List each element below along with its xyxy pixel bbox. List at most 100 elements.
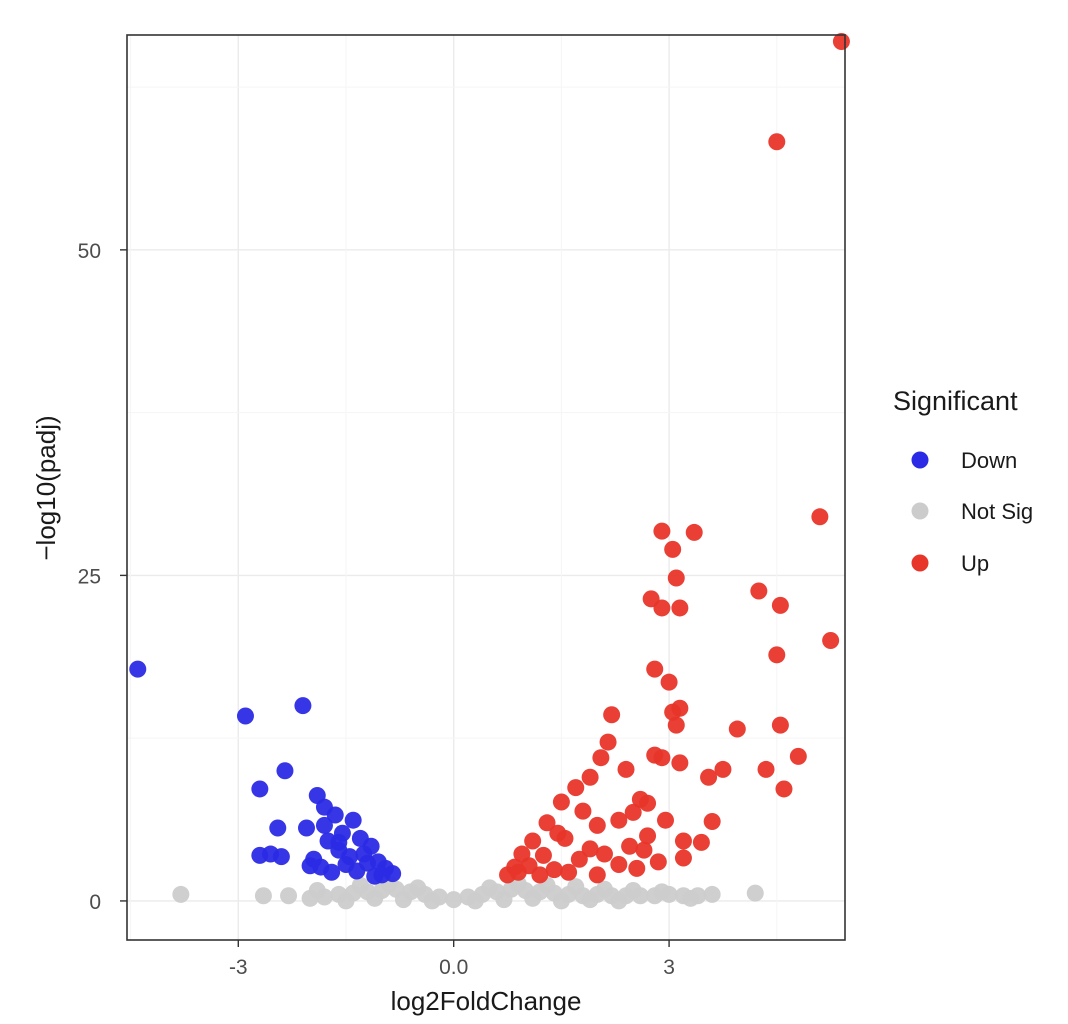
legend: Significant Down Not Sig Up	[893, 386, 1033, 576]
point-up	[567, 779, 585, 797]
point-not-sig	[595, 880, 613, 898]
point-down	[269, 819, 287, 837]
point-not-sig	[172, 885, 190, 903]
point-not-sig	[653, 883, 671, 901]
point-up	[581, 840, 599, 858]
point-not-sig	[746, 884, 764, 902]
point-up	[685, 523, 703, 541]
point-up	[674, 849, 692, 867]
point-up	[703, 813, 721, 831]
point-up	[750, 582, 768, 600]
legend-key-up	[911, 554, 929, 572]
point-up	[667, 716, 685, 734]
plot-border	[126, 34, 846, 941]
point-up	[538, 814, 556, 832]
point-up	[671, 699, 689, 717]
point-not-sig	[682, 889, 700, 907]
point-up	[588, 866, 606, 884]
point-up	[692, 833, 710, 851]
legend-title: Significant	[893, 386, 1018, 416]
point-up	[595, 845, 613, 863]
point-not-sig	[624, 882, 642, 900]
point-up	[646, 660, 664, 678]
point-up	[592, 749, 610, 767]
point-down	[323, 863, 341, 881]
y-tick-label: 50	[78, 240, 101, 263]
point-not-sig	[581, 891, 599, 909]
legend-items: Down Not Sig Up	[911, 448, 1033, 576]
point-not-sig	[280, 887, 298, 905]
point-up	[757, 760, 775, 778]
point-down	[315, 816, 333, 834]
point-up	[631, 790, 649, 808]
grid-lines	[127, 35, 845, 940]
point-down	[330, 833, 348, 851]
x-tick-label: 3	[663, 956, 675, 979]
point-up	[552, 793, 570, 811]
point-not-sig	[423, 892, 441, 910]
point-up	[531, 866, 549, 884]
point-not-sig	[445, 891, 463, 909]
y-tick-label: 0	[89, 891, 101, 914]
point-up	[603, 706, 621, 724]
axes: -3 0.0 3 0 25 50	[78, 240, 675, 979]
point-up	[789, 747, 807, 765]
point-up	[617, 760, 635, 778]
legend-label-not-sig: Not Sig	[961, 499, 1033, 524]
point-up	[667, 569, 685, 587]
point-up	[771, 596, 789, 614]
point-up	[545, 861, 563, 879]
point-down	[326, 806, 344, 824]
legend-label-up: Up	[961, 551, 989, 576]
point-up	[768, 646, 786, 664]
point-up	[560, 863, 578, 881]
point-up	[653, 522, 671, 540]
point-down	[294, 697, 312, 715]
point-up	[581, 768, 599, 786]
x-tick-label: -3	[229, 956, 248, 979]
point-up	[628, 859, 646, 877]
x-axis-title: log2FoldChange	[391, 986, 582, 1016]
point-up	[822, 632, 840, 650]
point-not-sig	[366, 889, 384, 907]
point-up	[524, 832, 542, 850]
point-up	[588, 816, 606, 834]
point-not-sig	[567, 878, 585, 896]
point-down	[341, 848, 359, 866]
point-up	[635, 841, 653, 859]
point-not-sig	[254, 887, 272, 905]
point-down	[129, 660, 147, 678]
point-up	[660, 673, 678, 691]
point-not-sig	[495, 891, 513, 909]
point-up	[671, 754, 689, 772]
legend-key-down	[911, 451, 929, 469]
point-down	[359, 854, 377, 872]
x-tick-label: 0.0	[439, 956, 468, 979]
point-up	[549, 824, 567, 842]
legend-key-not-sig	[911, 502, 929, 520]
point-down	[251, 780, 269, 798]
point-not-sig	[610, 892, 628, 910]
plot-background	[127, 35, 845, 940]
point-not-sig	[524, 889, 542, 907]
point-up	[657, 811, 674, 829]
point-down	[298, 819, 315, 837]
point-up	[714, 760, 732, 778]
point-up	[574, 802, 592, 820]
point-down	[344, 811, 362, 829]
point-up	[610, 855, 628, 873]
y-tick-label: 25	[78, 565, 101, 588]
point-up	[649, 853, 667, 871]
point-not-sig	[351, 876, 369, 894]
point-up	[664, 540, 682, 558]
point-up	[621, 837, 639, 855]
point-down	[272, 848, 290, 866]
point-up	[728, 720, 746, 738]
point-up	[534, 846, 552, 864]
point-down	[373, 866, 391, 884]
point-up	[639, 827, 657, 845]
point-down	[301, 857, 319, 875]
y-axis-title: −log10(padj)	[31, 415, 61, 560]
point-not-sig	[337, 892, 355, 910]
